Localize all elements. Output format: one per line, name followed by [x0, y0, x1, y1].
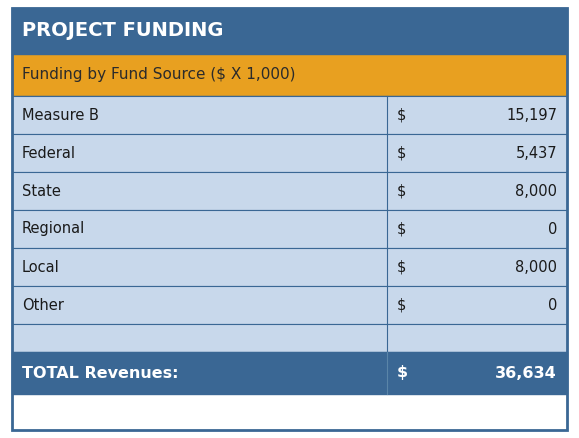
Text: PROJECT FUNDING: PROJECT FUNDING	[22, 21, 223, 40]
Text: $: $	[397, 145, 406, 160]
Text: 0: 0	[548, 222, 557, 237]
Text: $: $	[397, 297, 406, 312]
Text: $: $	[397, 107, 406, 123]
Text: 8,000: 8,000	[515, 259, 557, 275]
Text: Regional: Regional	[22, 222, 85, 237]
Bar	[12, 8, 567, 54]
Text: 5,437: 5,437	[515, 145, 557, 160]
Text: $: $	[397, 184, 406, 198]
Text: Local: Local	[22, 259, 60, 275]
Bar	[12, 172, 567, 210]
Text: Other: Other	[22, 297, 64, 312]
Bar	[12, 210, 567, 248]
Text: 8,000: 8,000	[515, 184, 557, 198]
Bar	[12, 54, 567, 96]
Text: $: $	[397, 365, 408, 381]
Bar	[12, 134, 567, 172]
Text: TOTAL Revenues:: TOTAL Revenues:	[22, 365, 178, 381]
Text: Federal: Federal	[22, 145, 76, 160]
Text: $: $	[397, 222, 406, 237]
Bar	[12, 324, 567, 352]
Bar	[12, 248, 567, 286]
Text: 15,197: 15,197	[506, 107, 557, 123]
Bar	[12, 352, 567, 394]
Text: Funding by Fund Source ($ X 1,000): Funding by Fund Source ($ X 1,000)	[22, 67, 295, 82]
Text: State: State	[22, 184, 61, 198]
Text: 36,634: 36,634	[495, 365, 557, 381]
Text: $: $	[397, 259, 406, 275]
Bar	[12, 286, 567, 324]
Bar	[12, 96, 567, 134]
Text: 0: 0	[548, 297, 557, 312]
Text: Measure B: Measure B	[22, 107, 99, 123]
